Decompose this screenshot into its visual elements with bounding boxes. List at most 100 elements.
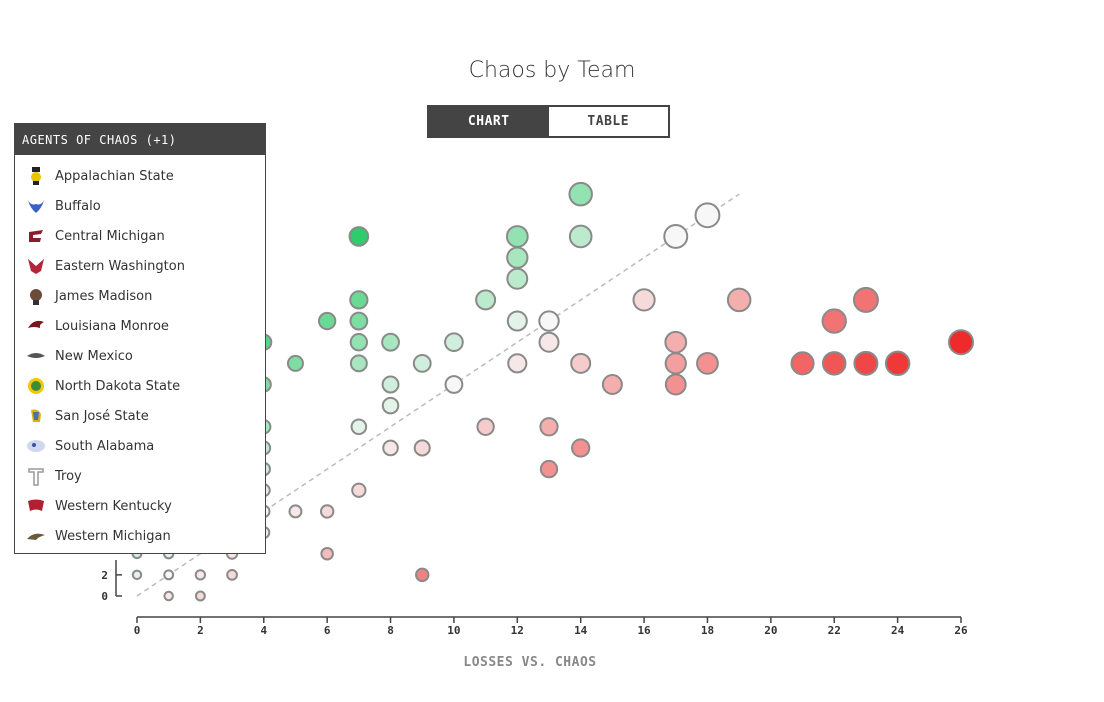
legend-team-name: Western Kentucky [55, 499, 172, 514]
team-point[interactable] [507, 226, 528, 247]
x-tick-label: 4 [260, 624, 267, 637]
team-point[interactable] [665, 332, 686, 353]
team-point[interactable] [666, 353, 686, 373]
team-point[interactable] [196, 570, 205, 579]
team-point[interactable] [288, 356, 303, 371]
team-point[interactable] [352, 420, 367, 435]
team-point[interactable] [571, 354, 590, 373]
x-tick-label: 26 [954, 624, 968, 637]
legend-item[interactable]: New Mexico [15, 341, 265, 371]
legend-team-name: Eastern Washington [55, 259, 185, 274]
agents-of-chaos-legend: AGENTS OF CHAOS (+1) Appalachian State Bu… [14, 123, 266, 554]
legend-item[interactable]: North Dakota State [15, 371, 265, 401]
team-point[interactable] [164, 570, 173, 579]
team-point[interactable] [791, 352, 813, 374]
x-tick-label: 22 [828, 624, 841, 637]
lobo-icon [25, 346, 47, 366]
team-point[interactable] [540, 418, 557, 435]
team-point[interactable] [196, 592, 205, 601]
team-point[interactable] [507, 269, 527, 289]
legend-team-name: Troy [55, 469, 82, 484]
team-point[interactable] [854, 288, 878, 312]
legend-list: Appalachian State Buffalo Central Michigan… [15, 155, 265, 551]
team-point[interactable] [164, 592, 172, 600]
warhawk-icon [25, 316, 47, 336]
team-point[interactable] [351, 334, 367, 350]
x-tick-label: 12 [511, 624, 524, 637]
team-point[interactable] [540, 333, 559, 352]
team-point[interactable] [508, 312, 527, 331]
team-point[interactable] [476, 290, 495, 309]
team-point[interactable] [289, 505, 301, 517]
team-point[interactable] [133, 571, 141, 579]
spartan-icon [25, 406, 47, 426]
team-point[interactable] [477, 419, 493, 435]
team-point[interactable] [351, 355, 367, 371]
legend-team-name: North Dakota State [55, 379, 180, 394]
team-point[interactable] [227, 570, 237, 580]
team-point[interactable] [539, 311, 558, 330]
team-point[interactable] [823, 352, 846, 375]
team-point[interactable] [383, 441, 398, 456]
team-point[interactable] [949, 330, 973, 354]
team-point[interactable] [321, 548, 333, 560]
team-point[interactable] [446, 376, 463, 393]
eagle-icon [25, 256, 47, 276]
team-point[interactable] [570, 226, 592, 248]
x-tick-label: 16 [637, 624, 651, 637]
legend-team-name: South Alabama [55, 439, 154, 454]
team-point[interactable] [666, 375, 686, 395]
legend-item[interactable]: Western Michigan [15, 521, 265, 551]
duke-icon [25, 286, 47, 306]
team-point[interactable] [383, 398, 398, 413]
team-point[interactable] [382, 334, 399, 351]
team-point[interactable] [697, 353, 718, 374]
team-point[interactable] [823, 309, 846, 332]
x-tick-label: 2 [197, 624, 204, 637]
team-point[interactable] [603, 375, 622, 394]
cm-letter-icon [25, 226, 47, 246]
legend-team-name: James Madison [55, 289, 152, 304]
team-point[interactable] [352, 484, 365, 497]
team-point[interactable] [350, 227, 369, 246]
team-point[interactable] [383, 377, 399, 393]
team-point[interactable] [350, 291, 367, 308]
legend-item[interactable]: South Alabama [15, 431, 265, 461]
team-point[interactable] [445, 333, 463, 351]
legend-item[interactable]: Central Michigan [15, 221, 265, 251]
x-axis-label: LOSSES VS. CHAOS [463, 655, 596, 670]
team-point[interactable] [321, 505, 333, 517]
team-point[interactable] [886, 352, 909, 375]
team-point[interactable] [728, 289, 751, 312]
team-point[interactable] [319, 313, 335, 329]
team-point[interactable] [508, 354, 526, 372]
team-point[interactable] [633, 289, 654, 310]
team-point[interactable] [350, 313, 367, 330]
legend-item[interactable]: Troy [15, 461, 265, 491]
x-tick-label: 10 [447, 624, 460, 637]
legend-item[interactable]: Eastern Washington [15, 251, 265, 281]
towel-icon [25, 496, 47, 516]
legend-team-name: Louisiana Monroe [55, 319, 169, 334]
x-tick-label: 14 [574, 624, 588, 637]
team-point[interactable] [569, 183, 592, 206]
team-point[interactable] [507, 247, 527, 267]
legend-item[interactable]: Louisiana Monroe [15, 311, 265, 341]
x-tick-label: 8 [387, 624, 394, 637]
team-point[interactable] [541, 461, 557, 477]
team-point[interactable] [696, 203, 720, 227]
team-point[interactable] [415, 440, 430, 455]
legend-item[interactable]: San José State [15, 401, 265, 431]
team-point[interactable] [854, 352, 877, 375]
team-point[interactable] [416, 569, 428, 581]
bull-icon [25, 196, 47, 216]
x-tick-label: 24 [891, 624, 905, 637]
team-point[interactable] [572, 439, 589, 456]
team-point[interactable] [664, 225, 687, 248]
legend-item[interactable]: Western Kentucky [15, 491, 265, 521]
team-point[interactable] [414, 355, 431, 372]
legend-item[interactable]: Appalachian State [15, 161, 265, 191]
legend-item[interactable]: Buffalo [15, 191, 265, 221]
trojan-t-icon [25, 466, 47, 486]
legend-item[interactable]: James Madison [15, 281, 265, 311]
